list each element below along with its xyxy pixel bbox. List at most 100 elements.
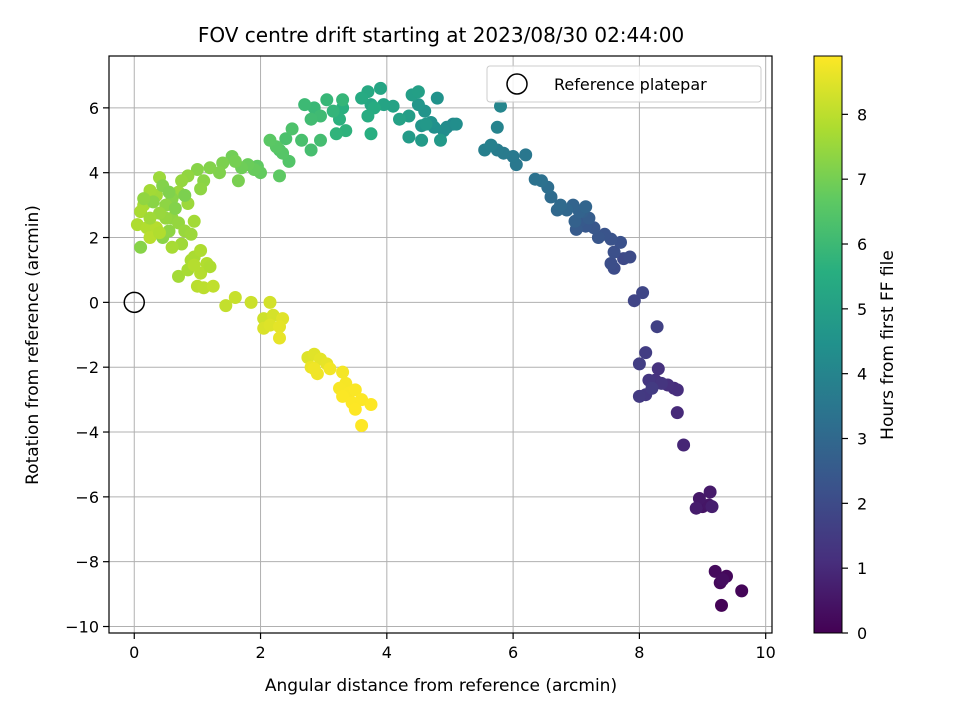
y-tick-label: −8 xyxy=(75,553,99,572)
colorbar: 0 1 2 3 4 5 6 7 8 Hours from first FF file xyxy=(813,55,898,643)
legend-marker xyxy=(506,73,528,95)
data-point xyxy=(484,138,498,152)
x-tick-label: 8 xyxy=(634,643,644,662)
y-axis: −10 −8 −6 −4 −2 0 2 4 6 xyxy=(65,99,109,637)
data-point xyxy=(298,98,312,112)
y-tick-label: 4 xyxy=(89,164,99,183)
reference-marker xyxy=(123,291,146,314)
data-point xyxy=(323,362,337,376)
data-point xyxy=(430,91,444,105)
colorbar-tick-label: 2 xyxy=(857,494,867,513)
data-point xyxy=(285,122,299,136)
data-point xyxy=(336,365,350,379)
x-tick-label: 6 xyxy=(508,643,518,662)
y-axis-label: Rotation from reference (arcmin) xyxy=(23,205,43,485)
legend-box xyxy=(486,65,762,103)
data-point xyxy=(355,91,369,105)
data-point xyxy=(172,269,185,283)
colorbar-tick-label: 4 xyxy=(857,365,867,384)
data-point xyxy=(263,295,277,309)
data-point xyxy=(203,161,217,175)
data-point xyxy=(348,383,362,397)
data-point xyxy=(194,244,208,257)
x-axis: 0 2 4 6 8 10 xyxy=(129,633,776,662)
data-point xyxy=(244,295,258,309)
data-point xyxy=(228,291,242,304)
data-point xyxy=(329,127,343,141)
data-point xyxy=(361,109,375,123)
data-point xyxy=(393,112,406,126)
data-point xyxy=(411,98,425,112)
data-point xyxy=(434,133,447,147)
data-point xyxy=(162,185,176,199)
data-point xyxy=(402,130,416,144)
data-point xyxy=(336,389,350,403)
data-point xyxy=(528,172,542,186)
data-point xyxy=(336,93,350,107)
data-point xyxy=(623,250,637,264)
y-tick-label: −10 xyxy=(65,618,99,637)
data-point xyxy=(651,362,665,376)
data-point xyxy=(175,174,189,188)
data-point xyxy=(165,240,179,254)
data-point xyxy=(203,260,217,274)
data-point xyxy=(219,299,233,313)
data-point xyxy=(632,357,646,371)
data-point xyxy=(639,346,653,360)
data-point xyxy=(591,231,605,244)
data-point xyxy=(295,133,309,147)
data-point xyxy=(187,258,201,272)
x-tick-label: 2 xyxy=(255,643,265,662)
data-point xyxy=(627,294,641,308)
data-point xyxy=(307,362,321,376)
data-point xyxy=(607,245,621,259)
colorbar-label: Hours from first FF file xyxy=(878,250,898,440)
data-point xyxy=(143,211,157,225)
data-point xyxy=(134,240,148,254)
data-point xyxy=(355,419,369,432)
data-point xyxy=(715,598,728,612)
data-point xyxy=(494,99,507,113)
colorbar-tick-label: 5 xyxy=(857,300,867,319)
y-tick-label: 2 xyxy=(89,229,99,248)
data-point xyxy=(263,133,277,147)
data-point xyxy=(670,406,684,420)
data-point xyxy=(519,148,533,162)
data-point xyxy=(636,286,650,300)
data-point xyxy=(273,331,286,345)
data-point xyxy=(187,214,201,228)
data-point xyxy=(194,182,208,196)
data-point xyxy=(304,143,318,157)
data-point xyxy=(137,192,151,206)
data-point xyxy=(703,485,717,499)
data-point xyxy=(419,117,433,131)
colorbar-tick-label: 1 xyxy=(857,559,867,578)
data-point xyxy=(716,573,730,586)
x-axis-label: Angular distance from reference (arcmin) xyxy=(265,676,617,696)
data-point xyxy=(645,381,659,395)
y-tick-label: −2 xyxy=(75,358,99,377)
data-point xyxy=(632,389,646,403)
x-tick-label: 0 xyxy=(129,643,139,662)
data-point xyxy=(228,154,242,168)
data-point xyxy=(184,227,198,241)
data-point xyxy=(364,398,378,411)
data-point xyxy=(364,127,378,141)
x-tick-label: 10 xyxy=(756,643,776,662)
x-tick-label: 4 xyxy=(382,643,392,662)
data-point xyxy=(190,163,204,176)
data-point xyxy=(568,214,582,228)
colorbar-tick-label: 7 xyxy=(857,170,867,189)
data-point xyxy=(490,120,504,134)
data-point xyxy=(231,174,245,188)
data-point xyxy=(415,133,429,147)
data-point xyxy=(735,584,749,598)
data-point xyxy=(134,205,148,219)
legend: Reference platepar xyxy=(486,65,762,103)
data-point xyxy=(206,279,220,293)
y-tick-label: −4 xyxy=(75,423,99,442)
y-tick-label: 6 xyxy=(89,99,99,118)
colorbar-tick-label: 6 xyxy=(857,235,867,254)
data-point xyxy=(579,200,593,214)
